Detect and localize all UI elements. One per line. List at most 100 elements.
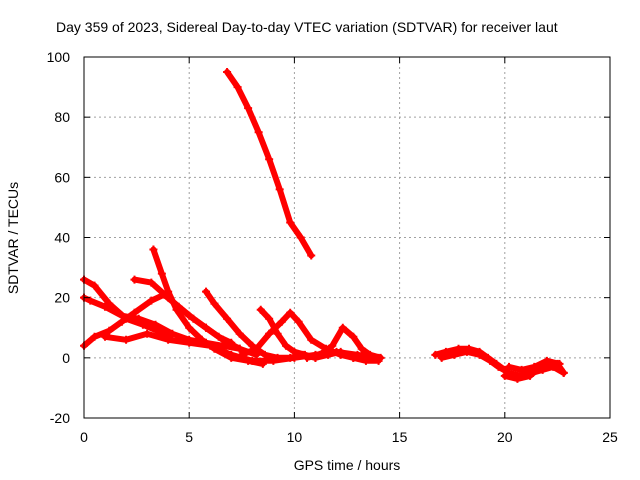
data-point-trace-k bbox=[290, 353, 299, 362]
x-tick-label: 20 bbox=[497, 429, 513, 445]
data-point-trace-k bbox=[122, 335, 131, 344]
data-point-trace-f bbox=[185, 311, 194, 320]
data-point-trace-j bbox=[357, 344, 366, 353]
data-point-trace-d bbox=[105, 299, 114, 308]
data-point-trace-e bbox=[147, 296, 156, 305]
data-point-trace-f bbox=[147, 278, 156, 287]
data-point-trace-o bbox=[505, 362, 514, 371]
y-axis-label: SDTVAR / TECUs bbox=[5, 182, 21, 294]
series-line-trace-f bbox=[131, 276, 260, 358]
y-tick-label: 40 bbox=[54, 230, 70, 246]
data-point-trace-h bbox=[281, 341, 290, 350]
data-point-trace-m bbox=[437, 353, 446, 362]
data-point-trace-i bbox=[277, 317, 286, 326]
x-tick-label: 15 bbox=[392, 429, 408, 445]
data-point-trace-a bbox=[244, 104, 253, 113]
data-point-trace-j bbox=[349, 332, 358, 341]
axis-ticks: 0 5 10 15 20 25 -20 0 20 40 60 80 100 bbox=[47, 49, 618, 445]
data-point-trace-k bbox=[227, 350, 236, 359]
data-point-trace-j bbox=[328, 341, 337, 350]
data-point-trace-c bbox=[86, 296, 95, 305]
y-tick-label: -20 bbox=[50, 410, 70, 426]
data-point-trace-a bbox=[265, 155, 274, 164]
x-tick-label: 10 bbox=[287, 429, 303, 445]
data-point-trace-k bbox=[353, 350, 362, 359]
data-point-trace-k bbox=[374, 353, 383, 362]
data-point-trace-m bbox=[475, 350, 484, 359]
data-point-trace-d bbox=[90, 281, 99, 290]
data-point-trace-g bbox=[235, 329, 244, 338]
x-axis-label: GPS time / hours bbox=[294, 457, 401, 473]
data-point-trace-g bbox=[260, 350, 269, 359]
data-point-trace-f bbox=[202, 323, 211, 332]
data-point-trace-g bbox=[223, 314, 232, 323]
data-point-trace-g bbox=[202, 287, 211, 296]
data-point-trace-e bbox=[105, 326, 114, 335]
data-point-trace-i bbox=[265, 329, 274, 338]
data-point-trace-n bbox=[513, 374, 522, 383]
data-point-trace-m bbox=[462, 347, 471, 356]
y-tick-label: 20 bbox=[54, 290, 70, 306]
data-point-trace-f bbox=[235, 344, 244, 353]
data-point-trace-n bbox=[526, 371, 535, 380]
data-point-trace-o bbox=[542, 356, 551, 365]
data-point-trace-j bbox=[338, 323, 347, 332]
y-tick-label: 100 bbox=[47, 49, 71, 65]
y-tick-label: 80 bbox=[54, 109, 70, 125]
data-point-trace-f bbox=[164, 293, 173, 302]
data-point-trace-a bbox=[233, 83, 242, 92]
data-point-trace-k bbox=[206, 341, 215, 350]
data-point-trace-m bbox=[494, 362, 503, 371]
x-tick-label: 5 bbox=[185, 429, 193, 445]
data-point-trace-e bbox=[117, 317, 126, 326]
x-tick-label: 25 bbox=[602, 429, 618, 445]
data-point-trace-k bbox=[185, 338, 194, 347]
data-point-trace-k bbox=[143, 329, 152, 338]
data-point-trace-k bbox=[311, 350, 320, 359]
data-point-trace-e bbox=[90, 332, 99, 341]
data-point-trace-i bbox=[286, 308, 295, 317]
data-point-trace-k bbox=[332, 347, 341, 356]
data-series bbox=[80, 68, 568, 383]
data-point-trace-i bbox=[252, 344, 261, 353]
data-point-trace-m bbox=[486, 356, 495, 365]
data-point-trace-b bbox=[157, 269, 166, 278]
data-point-trace-g bbox=[210, 299, 219, 308]
data-point-trace-i bbox=[307, 335, 316, 344]
data-point-trace-n bbox=[559, 368, 568, 377]
data-point-trace-b bbox=[149, 245, 158, 254]
data-point-trace-k bbox=[101, 332, 110, 341]
y-tick-label: 60 bbox=[54, 169, 70, 185]
data-point-trace-a bbox=[223, 68, 232, 77]
data-point-trace-n bbox=[500, 371, 509, 380]
y-tick-label: 0 bbox=[62, 350, 70, 366]
x-tick-label: 0 bbox=[80, 429, 88, 445]
data-point-trace-d bbox=[153, 326, 162, 335]
data-point-trace-k bbox=[164, 335, 173, 344]
data-point-trace-f bbox=[130, 275, 139, 284]
data-point-trace-h bbox=[273, 329, 282, 338]
data-point-trace-f bbox=[218, 335, 227, 344]
data-point-trace-i bbox=[294, 317, 303, 326]
data-point-trace-o bbox=[517, 365, 526, 374]
data-point-trace-d bbox=[138, 320, 147, 329]
data-point-trace-c bbox=[101, 302, 110, 311]
data-point-trace-a bbox=[307, 251, 316, 260]
data-point-trace-a bbox=[254, 128, 263, 137]
chart-title: Day 359 of 2023, Sidereal Day-to-day VTE… bbox=[56, 19, 558, 35]
data-point-trace-m bbox=[450, 350, 459, 359]
data-point-trace-b bbox=[185, 323, 194, 332]
data-point-trace-a bbox=[286, 218, 295, 227]
data-point-trace-c bbox=[168, 329, 177, 338]
data-point-trace-a bbox=[275, 185, 284, 194]
data-point-trace-k bbox=[269, 356, 278, 365]
data-point-trace-h bbox=[256, 305, 265, 314]
data-point-trace-h bbox=[265, 314, 274, 323]
data-point-trace-k bbox=[248, 356, 257, 365]
data-point-trace-l bbox=[431, 350, 440, 359]
data-point-trace-o bbox=[555, 359, 564, 368]
data-point-trace-e bbox=[130, 308, 139, 317]
data-point-trace-o bbox=[530, 362, 539, 371]
